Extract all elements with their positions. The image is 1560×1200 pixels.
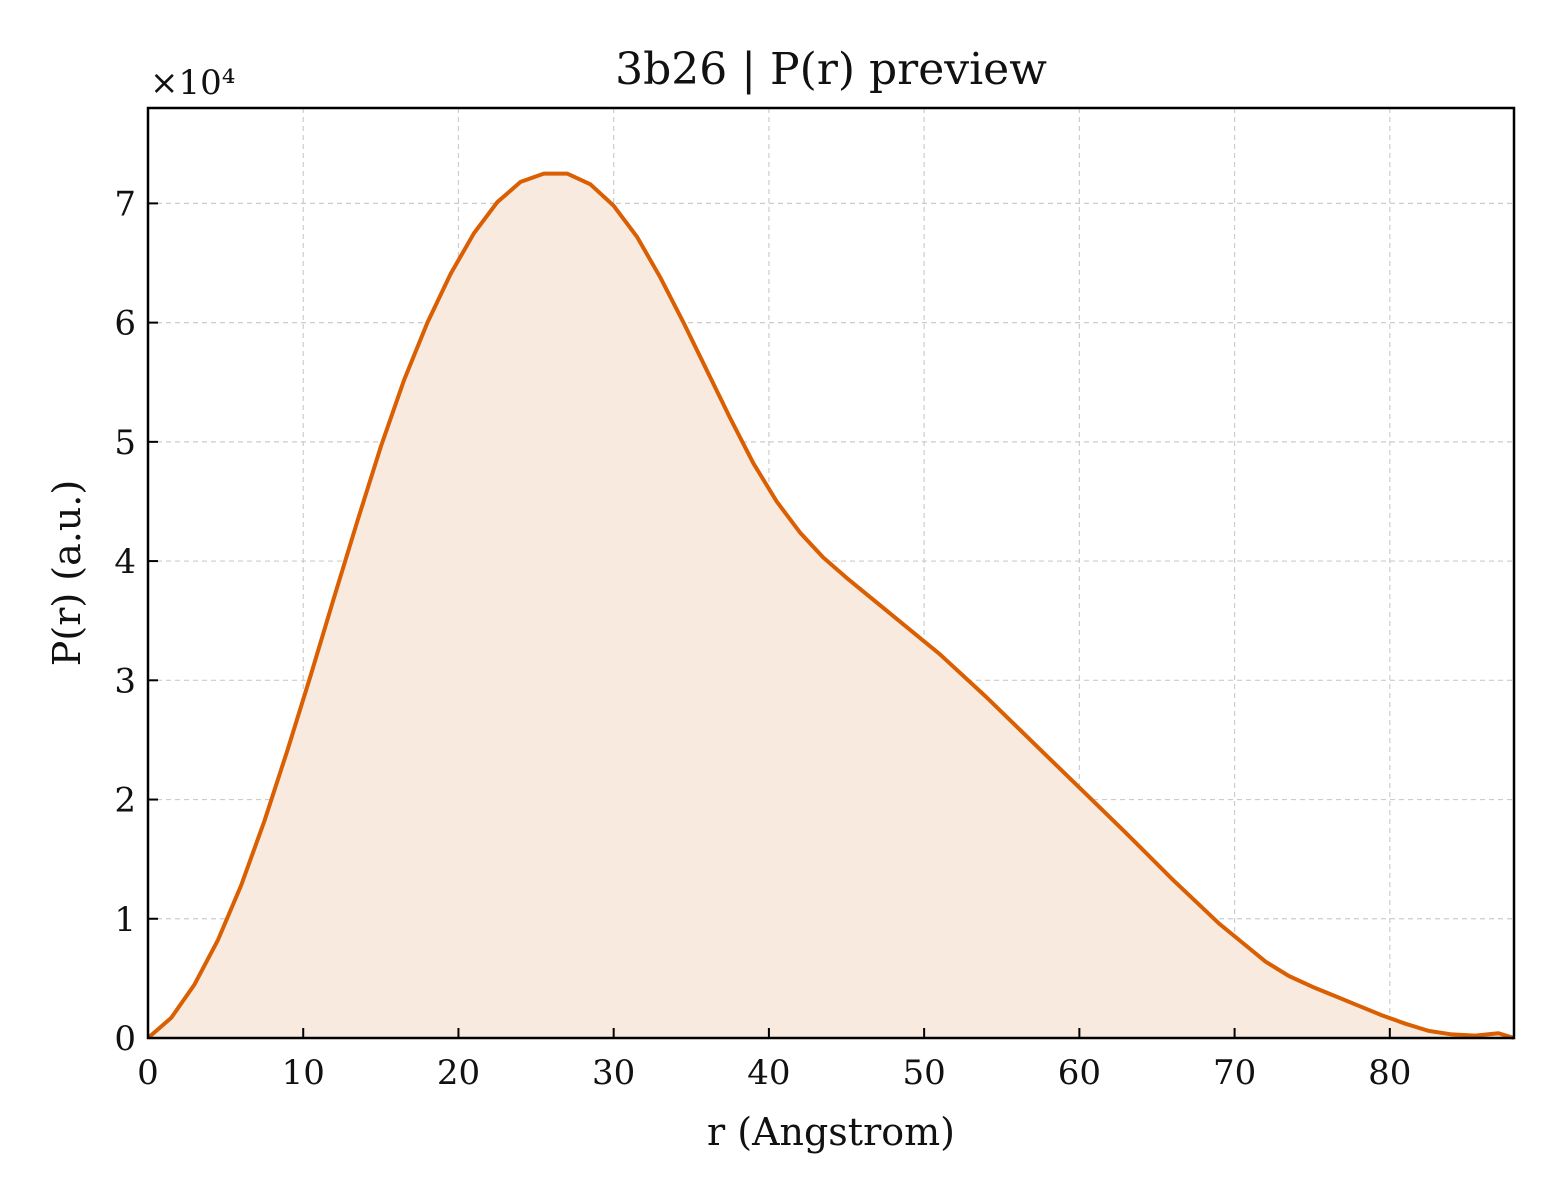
plot-frame (146, 106, 1516, 1040)
y-tick-label: 7 (114, 184, 136, 224)
x-tick-label: 10 (282, 1053, 325, 1093)
x-axis-label: r (Angstrom) (707, 1110, 955, 1154)
y-tick-label: 5 (114, 423, 136, 463)
y-tick-label: 0 (114, 1019, 136, 1059)
y-tick-label: 4 (114, 542, 136, 582)
area-fill (148, 173, 1514, 1038)
x-tick-label: 20 (437, 1053, 480, 1093)
ticks: 0 10 20 30 40 50 60 70 80 0 1 2 3 4 5 6 7 (114, 184, 1411, 1093)
x-tick-label: 50 (903, 1053, 946, 1093)
x-tick-label: 80 (1368, 1053, 1411, 1093)
y-tick-label: 2 (114, 781, 136, 821)
series-line (146, 171, 1515, 1040)
y-axis-label: P(r) (a.u.) (45, 480, 89, 666)
y-tick-label: 3 (114, 661, 136, 701)
x-tick-label: 70 (1213, 1053, 1256, 1093)
x-tick-label: 30 (592, 1053, 635, 1093)
x-tick-label: 0 (137, 1053, 159, 1093)
y-multiplier: ×10⁴ (150, 63, 235, 103)
x-tick-label: 40 (747, 1053, 790, 1093)
y-tick-label: 1 (114, 900, 136, 940)
chart-title: 3b26 | P(r) preview (615, 44, 1047, 95)
y-tick-label: 6 (114, 304, 136, 344)
x-tick-label: 60 (1058, 1053, 1101, 1093)
